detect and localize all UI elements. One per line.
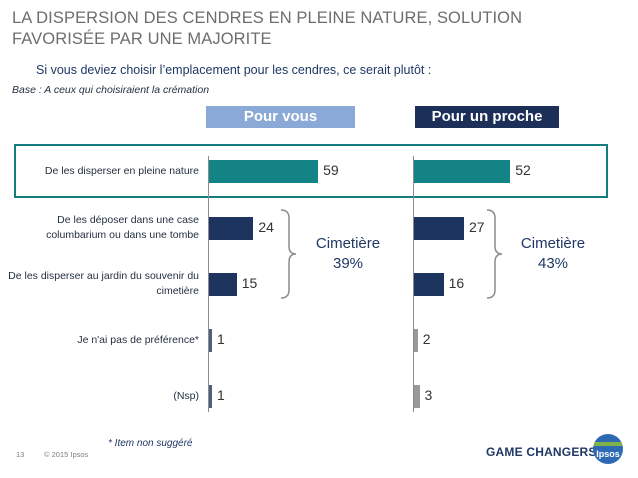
- bar: [414, 384, 420, 408]
- brace-path: [486, 209, 503, 299]
- game-changers-tagline: GAME CHANGERS: [486, 445, 597, 459]
- column-header-pour-vous: Pour vous: [206, 106, 355, 128]
- category-label: (Nsp): [173, 389, 199, 402]
- brace-path: [280, 209, 297, 299]
- category-label: Je n'ai pas de préférence*: [77, 333, 199, 346]
- copyright: © 2015 Ipsos: [44, 450, 89, 459]
- bar: [414, 159, 511, 183]
- axis-line: [208, 156, 209, 412]
- base-note: Base : A ceux qui choisiraient la crémat…: [12, 84, 210, 96]
- group-brace: [280, 209, 297, 299]
- value-label: 1: [217, 331, 225, 347]
- bar: [414, 216, 464, 240]
- value-label: 1: [217, 387, 225, 403]
- bar: [209, 328, 212, 352]
- column-header-pour-un-proche: Pour un proche: [415, 106, 559, 128]
- group-label: Cimetière 43%: [506, 234, 600, 274]
- category-label: De les déposer dans une case columbarium…: [46, 214, 199, 241]
- group-label-text: Cimetière: [520, 235, 586, 252]
- group-label-value: 39%: [332, 255, 364, 272]
- survey-question: Si vous deviez choisir l’emplacement pou…: [36, 63, 432, 77]
- value-label: 15: [241, 275, 258, 291]
- ipsos-logo: Ipsos: [593, 434, 623, 464]
- value-label: 3: [424, 387, 433, 403]
- group-label: Cimetière 39%: [301, 234, 395, 274]
- footnote: * Item non suggéré: [108, 438, 193, 449]
- group-brace: [486, 209, 503, 299]
- value-label: 16: [448, 275, 465, 291]
- value-label: 24: [258, 219, 274, 235]
- logo-stripe: [593, 442, 623, 446]
- value-label: 52: [515, 162, 531, 178]
- category-label: De les disperser au jardin du souvenir d…: [8, 270, 199, 297]
- logo-text: Ipsos: [596, 449, 620, 459]
- bar: [209, 272, 237, 296]
- bar: [209, 384, 212, 408]
- value-label: 27: [468, 219, 485, 235]
- bar: [209, 159, 319, 183]
- group-label-text: Cimetière: [315, 235, 381, 252]
- value-label: 2: [422, 331, 431, 347]
- page-title: LA DISPERSION DES CENDRES EN PLEINE NATU…: [12, 9, 523, 48]
- bar: [209, 216, 254, 240]
- bar: [414, 272, 444, 296]
- page-number: 13: [16, 450, 25, 459]
- highlight-box: [14, 144, 608, 198]
- axis-line: [413, 156, 414, 412]
- category-label: De les disperser en pleine nature: [44, 164, 199, 177]
- group-label-value: 43%: [537, 255, 569, 272]
- value-label: 59: [323, 162, 339, 178]
- bar: [414, 328, 418, 352]
